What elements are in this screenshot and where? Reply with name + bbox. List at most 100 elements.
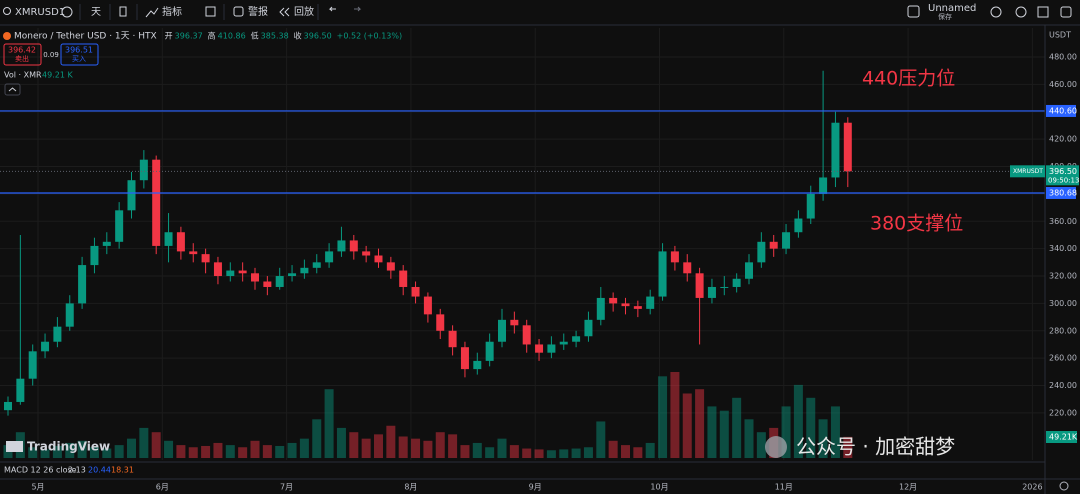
save[interactable]: 保存 [938,12,952,21]
volume-bar [756,432,766,458]
sell-button[interactable] [3,43,42,66]
replay-icon[interactable] [279,7,290,17]
volume-bar [645,442,655,458]
volume-bar [621,445,630,458]
candle-body [769,241,778,249]
candle-body [102,241,111,246]
level-tag [1046,186,1076,199]
volume-bar [28,447,38,458]
interval[interactable]: 天 [91,7,101,18]
candle-body [646,296,655,309]
undo[interactable] [328,6,336,12]
candle-body [16,378,25,402]
volume-bar [546,450,556,458]
level-label: 380.68 [1049,188,1077,197]
candle-body [621,303,630,307]
candle-body [325,251,334,263]
candle-body [176,232,185,252]
ohlc-label: 收 [294,31,302,41]
candle-body [460,347,469,370]
symbol[interactable]: XMRUSD1 [15,7,65,18]
volume-bar [176,445,186,458]
candle-body [65,303,74,327]
search-icon[interactable] [3,7,11,15]
add-symbol[interactable] [61,6,73,18]
volume-bar [744,419,754,458]
ohlc-value: 396.50 [304,32,332,41]
settings-icon[interactable] [990,6,1002,18]
wechat-icon [765,436,787,458]
sell-price[interactable]: 396.42 [8,46,36,55]
volume-bar [423,440,433,458]
candle-body [411,286,420,297]
alert-icon[interactable] [233,6,244,17]
volume-bar [139,427,149,458]
y-tick-label: 340.00 [1049,244,1077,253]
templates-icon[interactable] [205,6,216,17]
currency[interactable]: USDT [1049,31,1071,40]
y-tick-label: 460.00 [1049,80,1077,89]
candle-body [572,336,581,342]
volume-bar [670,372,680,458]
candle-body [275,276,284,287]
volume-bar [386,425,396,458]
volume-bar [312,419,322,458]
y-tick-label: 220.00 [1049,408,1077,417]
candle-body [473,360,482,370]
y-tick-label: 480.00 [1049,53,1077,62]
candle-body [794,218,803,233]
y-tick-label: 260.00 [1049,354,1077,363]
buy-label[interactable]: 买入 [72,55,86,63]
volume-bar [77,440,87,458]
volume-bar [460,445,470,458]
candle-body [782,232,791,249]
replay[interactable]: 回放 [294,5,314,18]
volume-bar [682,393,692,458]
volume-bar [695,389,705,458]
ohlc-value: 396.37 [175,32,203,41]
volume-bar [398,436,408,458]
settings-gear[interactable] [1015,6,1027,18]
volume-bar [818,419,828,458]
layout-name[interactable]: Unnamed [928,3,976,14]
candle-body [670,251,679,263]
y-tick-label: 280.00 [1049,326,1077,335]
volume-bar [65,442,75,458]
candle-body [127,180,136,211]
candle-body [164,232,173,246]
candle-body [4,401,12,411]
indicators[interactable]: 指标 [162,5,182,18]
redo[interactable] [354,6,362,12]
candle-body [90,245,99,266]
alert[interactable]: 警报 [248,5,268,18]
fullscreen[interactable] [1037,6,1049,18]
layout-icon[interactable] [907,5,920,18]
buy-price[interactable]: 396.51 [65,46,93,55]
volume-bar [571,448,581,458]
axis-settings[interactable] [1059,481,1069,491]
buy-button[interactable] [60,43,99,66]
candle-body [732,278,741,287]
watermarks: TradingView 公众号 · 加密甜梦 [6,435,955,459]
x-tick-label: 9月 [529,483,542,492]
candle-body [843,122,852,172]
candle-body [251,273,259,282]
candle-body [745,262,753,279]
ohlc-value: 385.38 [261,32,289,41]
candle-body [28,351,37,379]
candle-body [819,177,828,194]
volume-bar [435,432,445,458]
indicator-icon[interactable] [145,7,159,18]
candle-body [707,286,716,298]
volume-bar [374,434,383,458]
sell-label[interactable]: 卖出 [15,54,29,63]
volume-bar [843,436,853,458]
chart-type-icon[interactable] [119,6,127,17]
candle-body [448,330,457,348]
collapse-button[interactable] [4,83,21,96]
candle-body [806,193,815,219]
volume-bar [497,438,507,458]
y-tick-label: 420.00 [1049,135,1077,144]
volume-bar [732,397,742,458]
snapshot[interactable] [1060,6,1072,18]
